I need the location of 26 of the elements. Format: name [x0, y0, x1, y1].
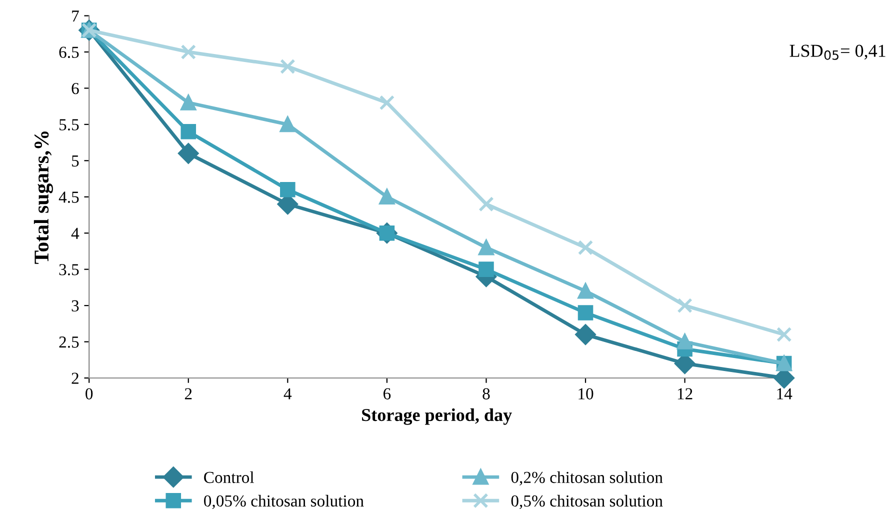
y-tick-label: 3.5: [59, 264, 79, 276]
x-tick-label: 12: [678, 388, 692, 400]
y-tick-label: 4: [71, 228, 80, 239]
y-tick-label: 7: [72, 10, 79, 22]
y-tick-label: 5: [72, 156, 79, 167]
x-tick-label: 14: [777, 388, 792, 400]
y-tick-label: 2: [72, 372, 78, 384]
x-tick-label: 10: [578, 388, 594, 400]
x-tick-label: 6: [384, 388, 391, 400]
x-tick-label: 4: [284, 388, 292, 400]
y-tick-label: 6: [72, 82, 79, 94]
x-tick-label: 0: [86, 388, 93, 400]
y-tick-label: 5.5: [60, 119, 79, 130]
y-tick-label: 6.5: [59, 46, 79, 58]
text: LSD$_{05}$= 0,41: [790, 44, 886, 60]
x-axis-title: Storage period, day: [362, 408, 512, 425]
y-tick-label: 4.5: [58, 192, 79, 203]
legend-label: 0,2% chitosan solution: [511, 471, 663, 486]
y-axis-title: Total sugars,%: [34, 131, 53, 264]
y-tick-label: 2.5: [59, 336, 79, 348]
legend-label: 0,5% chitosan solution: [511, 494, 663, 510]
x-tick-label: 2: [184, 388, 192, 400]
legend-label: 0,05% chitosan solution: [204, 494, 364, 510]
legend-label: Control: [204, 471, 254, 484]
y-tick-label: 3: [72, 300, 79, 312]
x-tick-label: 8: [482, 388, 490, 400]
